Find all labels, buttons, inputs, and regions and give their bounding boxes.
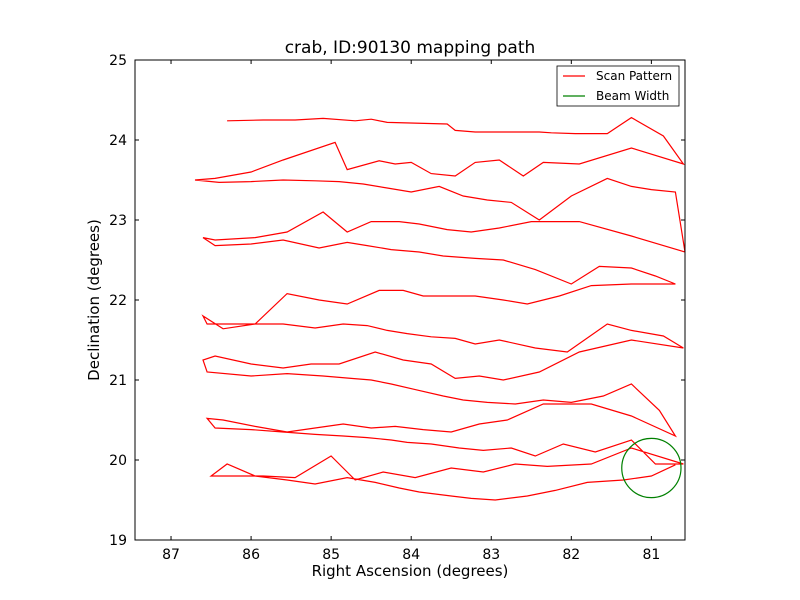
y-tick-label: 24 [109, 133, 127, 149]
y-tick-label: 25 [109, 53, 127, 69]
y-tick-label: 22 [109, 293, 127, 309]
beam-width-circle [621, 437, 682, 499]
plot-area: 87 86 85 84 83 82 81 19 20 21 22 23 24 25 [109, 53, 686, 563]
x-tick-label: 83 [482, 547, 500, 563]
y-tick-label: 20 [109, 453, 127, 469]
scan-pattern-line [194, 116, 685, 501]
legend-label-scan-pattern: Scan Pattern [596, 69, 672, 83]
y-tick-label: 19 [109, 533, 127, 549]
x-tick-label: 84 [402, 547, 420, 563]
x-tick-label: 82 [562, 547, 580, 563]
legend: Scan Pattern Beam Width [556, 65, 680, 107]
y-axis-label: Declination (degrees) [85, 219, 103, 381]
x-tick-label: 85 [322, 547, 340, 563]
legend-box [556, 65, 680, 107]
x-axis-label: Right Ascension (degrees) [312, 562, 509, 580]
x-tick-label: 81 [642, 547, 660, 563]
y-tick-label: 21 [109, 373, 127, 389]
x-tick-label: 87 [162, 547, 180, 563]
tick-layer: 87 86 85 84 83 82 81 19 20 21 22 23 24 25 [109, 53, 685, 563]
chart-title: crab, ID:90130 mapping path [285, 38, 536, 58]
x-tick-label: 86 [242, 547, 260, 563]
y-tick-label: 23 [109, 213, 127, 229]
series-layer [194, 116, 685, 501]
legend-label-beam-width: Beam Width [596, 89, 669, 103]
